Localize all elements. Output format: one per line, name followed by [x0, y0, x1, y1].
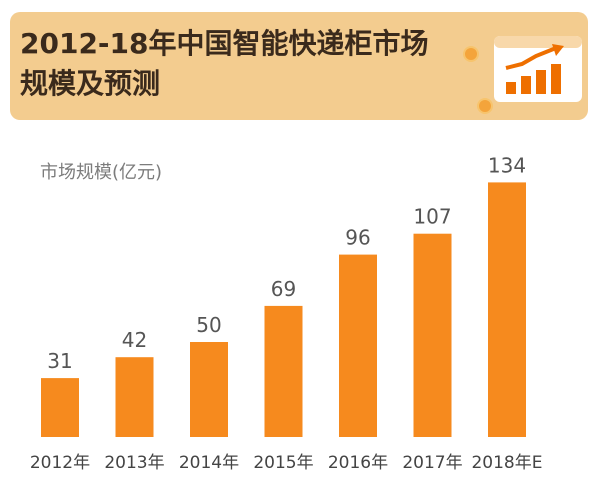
bar-2: [115, 357, 154, 437]
x-tick-label: 2016年: [328, 453, 388, 473]
bar-3: [190, 342, 228, 437]
bar-value-label: 134: [488, 153, 526, 177]
coin-icon: [463, 46, 479, 62]
x-tick-label: 2015年: [253, 453, 313, 473]
x-tick-label: 2017年: [402, 453, 462, 473]
bar-value-label: 50: [196, 313, 221, 337]
bar-value-label: 96: [345, 226, 370, 250]
title-banner: 2012-18年中国智能快递柜市场规模及预测: [10, 12, 588, 120]
bar-value-label: 31: [47, 349, 72, 373]
bar-4: [264, 305, 303, 437]
x-tick-label: 2013年: [104, 453, 164, 473]
bar-7: [488, 182, 526, 437]
bar-5: [339, 254, 377, 437]
bar-6: [413, 233, 452, 437]
x-tick-label: 2012年: [30, 453, 90, 473]
bar-value-label: 42: [122, 328, 147, 352]
bar-1: [41, 378, 79, 437]
chart-title: 2012-18年中国智能快递柜市场规模及预测: [20, 27, 429, 100]
y-axis-label: 市场规模(亿元): [40, 162, 163, 183]
x-tick-label: 2018年E: [471, 453, 542, 473]
x-tick-label: 2014年: [179, 453, 239, 473]
bar-value-label: 107: [413, 205, 451, 229]
bar-value-label: 69: [271, 277, 296, 301]
bar-chart-growth-icon: [494, 36, 582, 102]
coin-icon: [477, 98, 493, 114]
